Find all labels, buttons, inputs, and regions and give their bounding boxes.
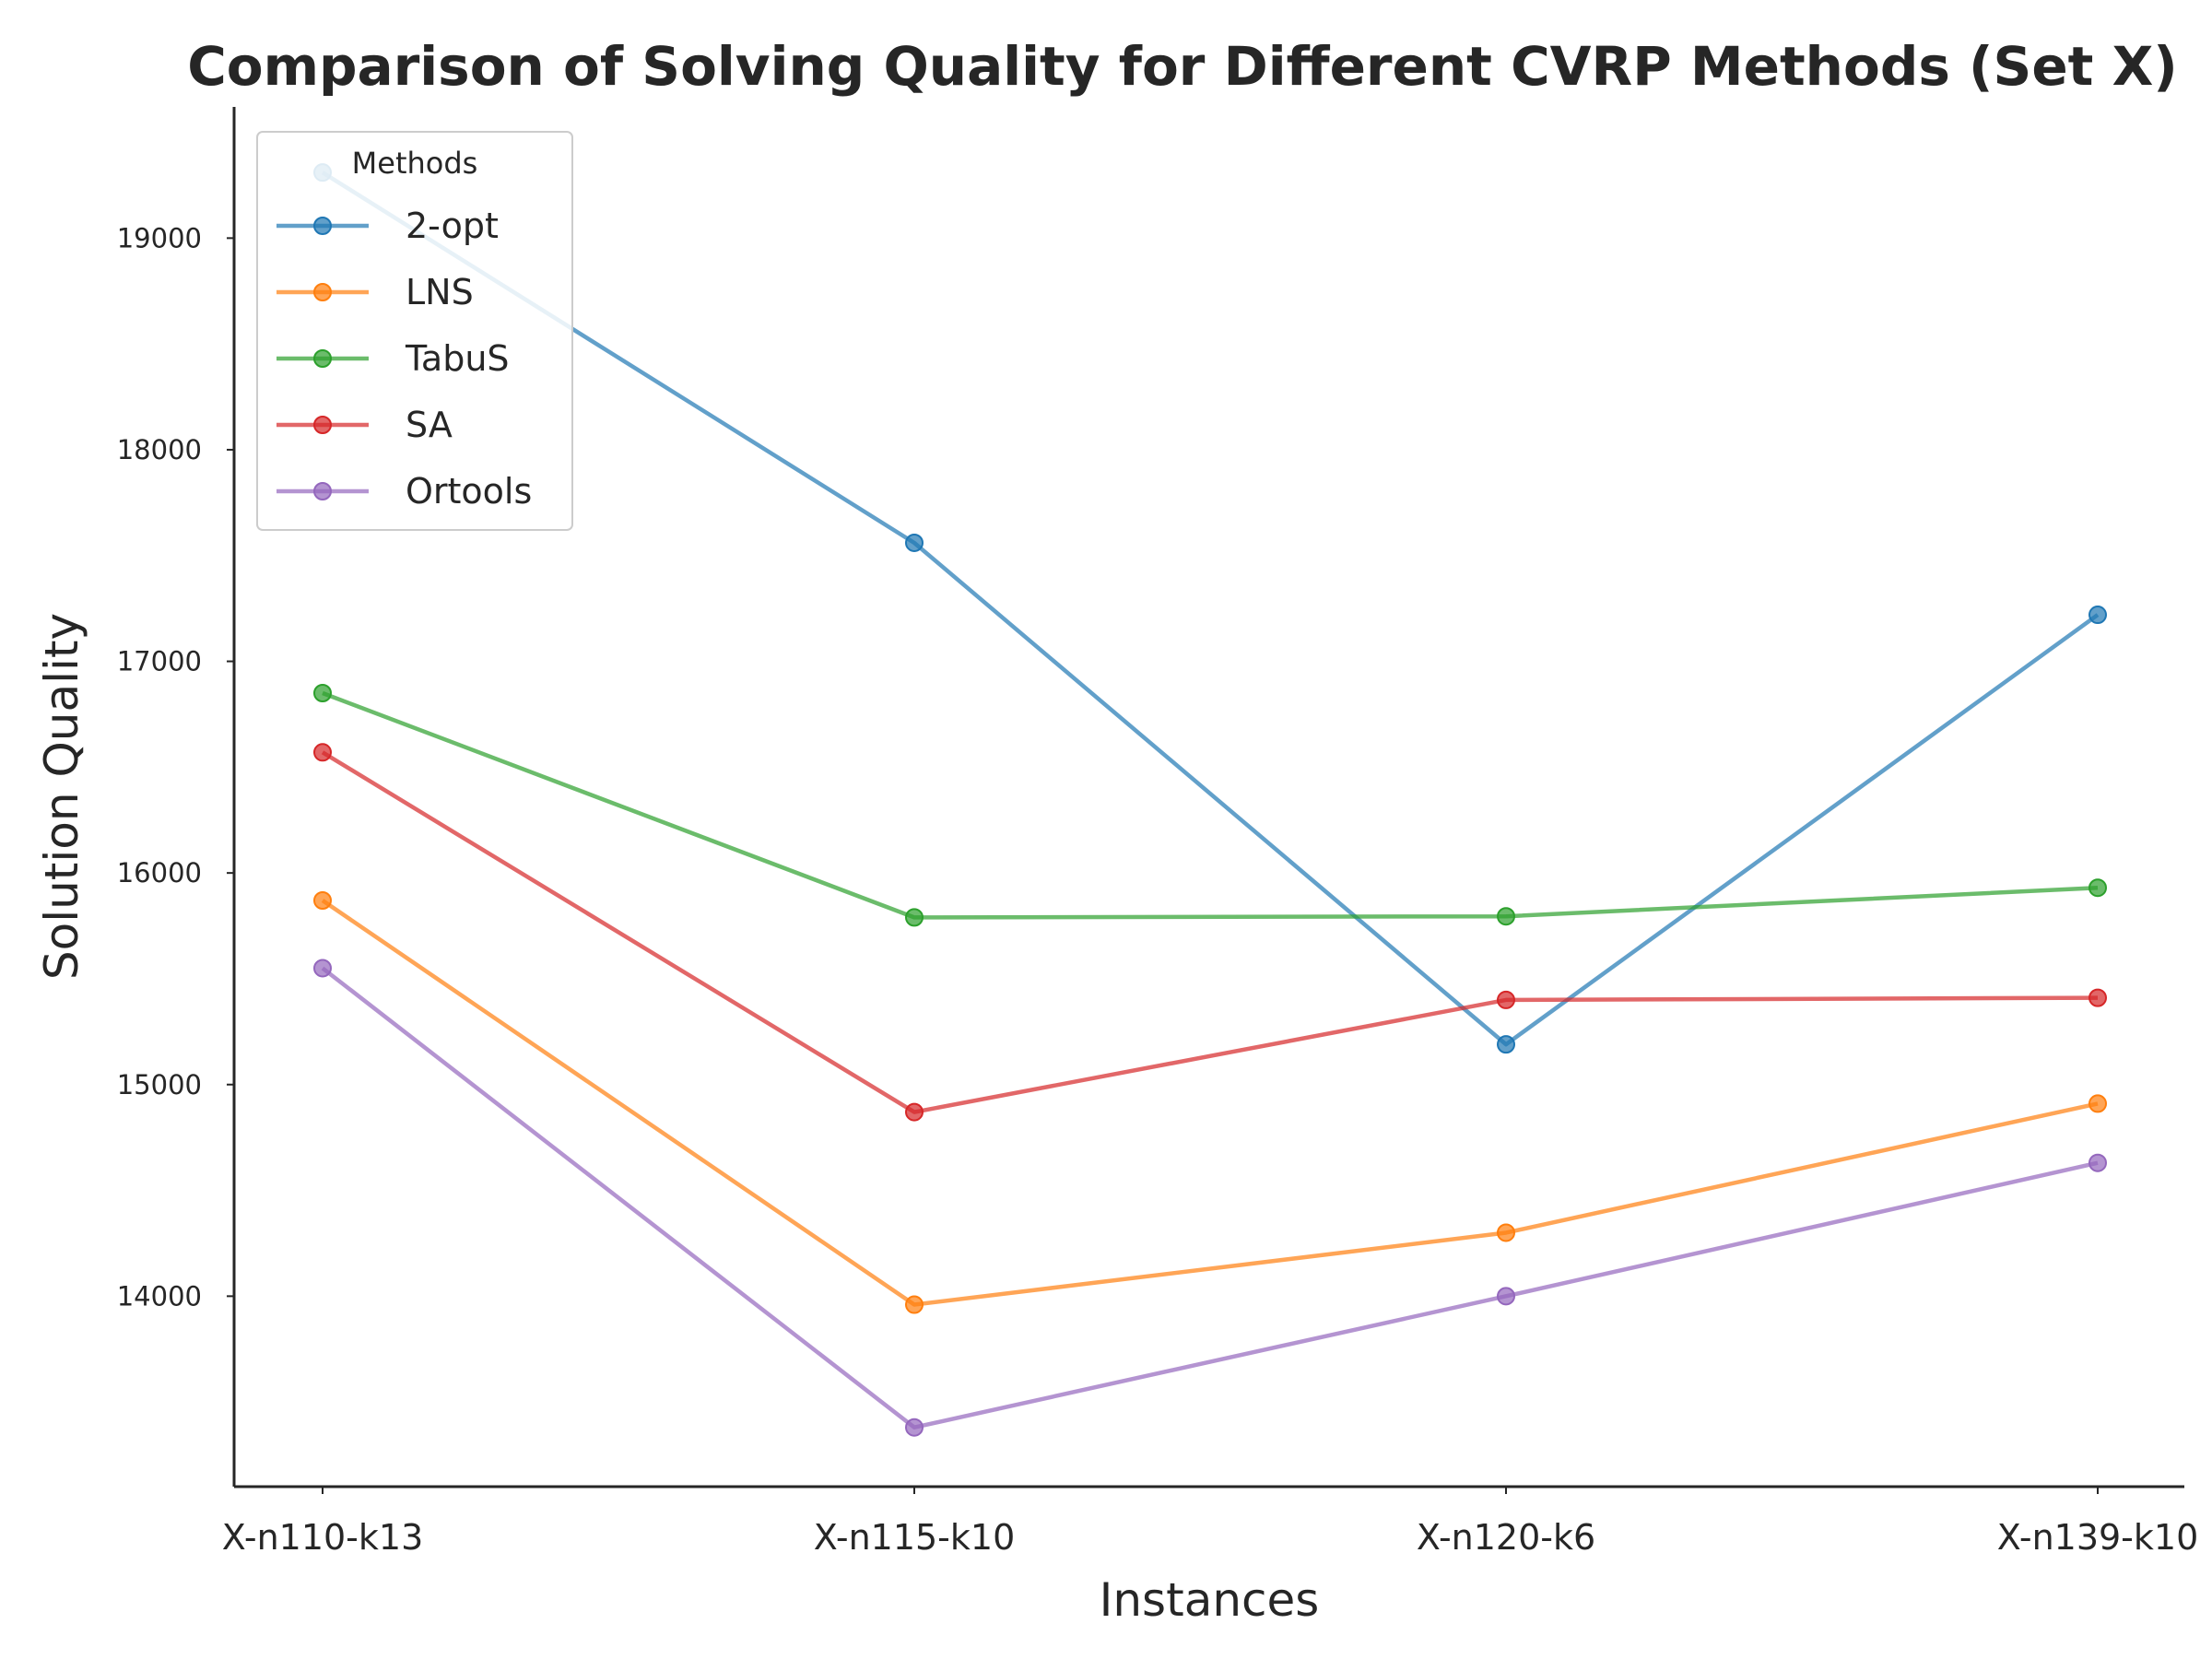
data-point-ortools xyxy=(313,959,332,978)
legend-swatch-marker xyxy=(313,217,332,235)
legend-label: 2-opt xyxy=(406,206,499,246)
legend-label: LNS xyxy=(406,272,474,312)
legend-label: Ortools xyxy=(406,471,532,512)
data-point-tabus xyxy=(1497,907,1515,926)
data-point-tabus xyxy=(2088,878,2107,898)
legend-entry-tabus: TabuS xyxy=(276,338,510,379)
series-2-opt xyxy=(313,163,2107,1054)
legend-entry-sa: SA xyxy=(276,405,453,445)
data-point-ortools xyxy=(2088,1153,2107,1172)
legend-title: Methods xyxy=(352,146,478,181)
data-point-lns xyxy=(905,1295,924,1314)
data-point-2-opt xyxy=(2088,606,2107,625)
data-point-ortools xyxy=(905,1418,924,1437)
legend-swatch-marker xyxy=(313,482,332,500)
data-point-2-opt xyxy=(905,533,924,552)
data-point-lns xyxy=(313,891,332,911)
y-tick-label: 19000 xyxy=(117,222,202,253)
legend: Methods 2-opt LNS TabuS SA Ortools xyxy=(256,131,573,531)
data-point-lns xyxy=(2088,1094,2107,1113)
legend-label: TabuS xyxy=(405,338,510,379)
series-tabus xyxy=(313,683,2107,927)
data-point-lns xyxy=(1497,1223,1515,1242)
y-tick-label: 17000 xyxy=(117,646,202,677)
legend-swatch-marker xyxy=(313,416,332,434)
data-point-ortools xyxy=(1497,1287,1515,1306)
series-ortools xyxy=(313,959,2107,1437)
legend-label: SA xyxy=(406,405,453,445)
x-tick-label: X-n120-k6 xyxy=(1417,1517,1595,1558)
series-lns xyxy=(313,891,2107,1314)
series-sa xyxy=(313,743,2107,1122)
data-point-sa xyxy=(313,743,332,762)
chart-title: Comparison of Solving Quality for Differ… xyxy=(187,35,2178,98)
y-tick-label: 18000 xyxy=(117,434,202,465)
x-tick-label: X-n115-k10 xyxy=(814,1517,1016,1558)
legend-entry-2-opt: 2-opt xyxy=(276,206,499,246)
y-tick-label: 15000 xyxy=(117,1069,202,1100)
legend-swatch-marker xyxy=(313,283,332,301)
y-tick-labels: 14000 15000 16000 17000 18000 19000 xyxy=(117,222,234,1312)
data-point-sa xyxy=(1497,990,1515,1009)
series-line-sa xyxy=(321,750,2099,1114)
legend-swatch-marker xyxy=(313,349,332,368)
y-tick-label: 16000 xyxy=(117,857,202,888)
x-tick-label: X-n139-k10 xyxy=(1997,1517,2199,1558)
legend-entry-ortools: Ortools xyxy=(276,471,532,512)
x-axis-label: Instances xyxy=(1100,1573,1320,1627)
legend-entry-lns: LNS xyxy=(276,272,474,312)
data-point-2-opt xyxy=(1497,1035,1515,1054)
data-point-tabus xyxy=(905,908,924,927)
plot-area xyxy=(313,163,2107,1437)
y-axis-label: Solution Quality xyxy=(35,613,88,980)
x-tick-label: X-n110-k13 xyxy=(222,1517,424,1558)
data-point-sa xyxy=(2088,988,2107,1007)
series-line-tabus xyxy=(322,690,2099,920)
y-tick-label: 14000 xyxy=(117,1280,202,1312)
series-line-lns xyxy=(321,899,2099,1307)
series-line-2-opt xyxy=(321,171,2100,1047)
data-point-sa xyxy=(905,1102,924,1122)
legend-frame xyxy=(256,131,573,531)
x-tick-labels: X-n110-k13 X-n115-k10 X-n120-k6 X-n139-k10 xyxy=(222,1487,2199,1558)
series-line-ortools xyxy=(321,966,2099,1430)
data-point-tabus xyxy=(313,683,332,702)
